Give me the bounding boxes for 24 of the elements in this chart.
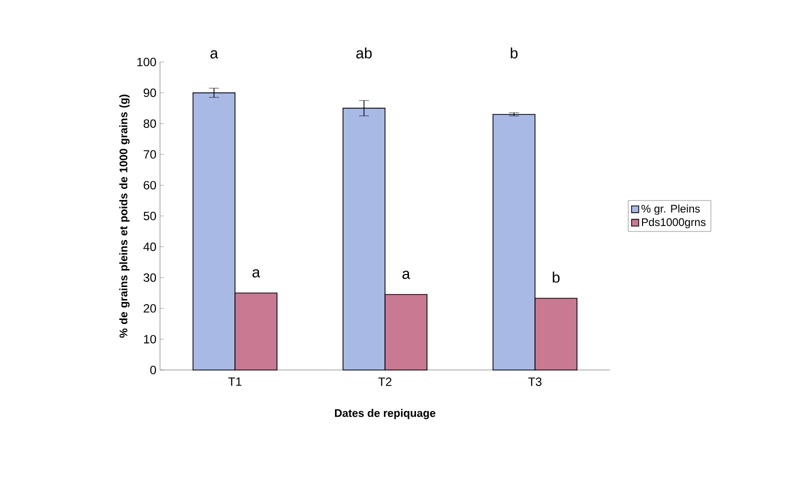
y-tick-label: 50	[144, 212, 156, 220]
y-tick-label: 10	[144, 334, 156, 344]
text: b	[510, 47, 518, 58]
y-tick-label: 20	[144, 304, 156, 313]
text: a	[210, 50, 218, 58]
y-tick-label: 100	[137, 58, 156, 66]
y-axis-title: % de grains pleins et poids de 1000 grains (g)	[119, 94, 130, 338]
y-tick-label: 40	[143, 242, 156, 252]
y-tick-label: 0	[150, 366, 156, 374]
x-tick-label: T2	[378, 378, 392, 386]
y-tick-label: 60	[144, 180, 156, 190]
x-tick-label: T3	[528, 378, 542, 386]
annotation: a	[252, 269, 260, 278]
x-axis-title: Dates de repiquage	[335, 408, 436, 420]
y-tick-label: 80	[144, 119, 156, 128]
annotation: b	[552, 272, 560, 283]
y-tick-label: 90	[144, 88, 156, 98]
annotation: a	[402, 270, 410, 279]
text: ab	[356, 47, 372, 58]
y-tick-label: 70	[144, 150, 156, 159]
y-tick-label: 30	[144, 273, 156, 282]
x-tick-label: T1	[228, 378, 242, 386]
legend-label: % gr. Pleins	[642, 204, 700, 215]
legend-label: Pds1000grns	[642, 218, 706, 228]
